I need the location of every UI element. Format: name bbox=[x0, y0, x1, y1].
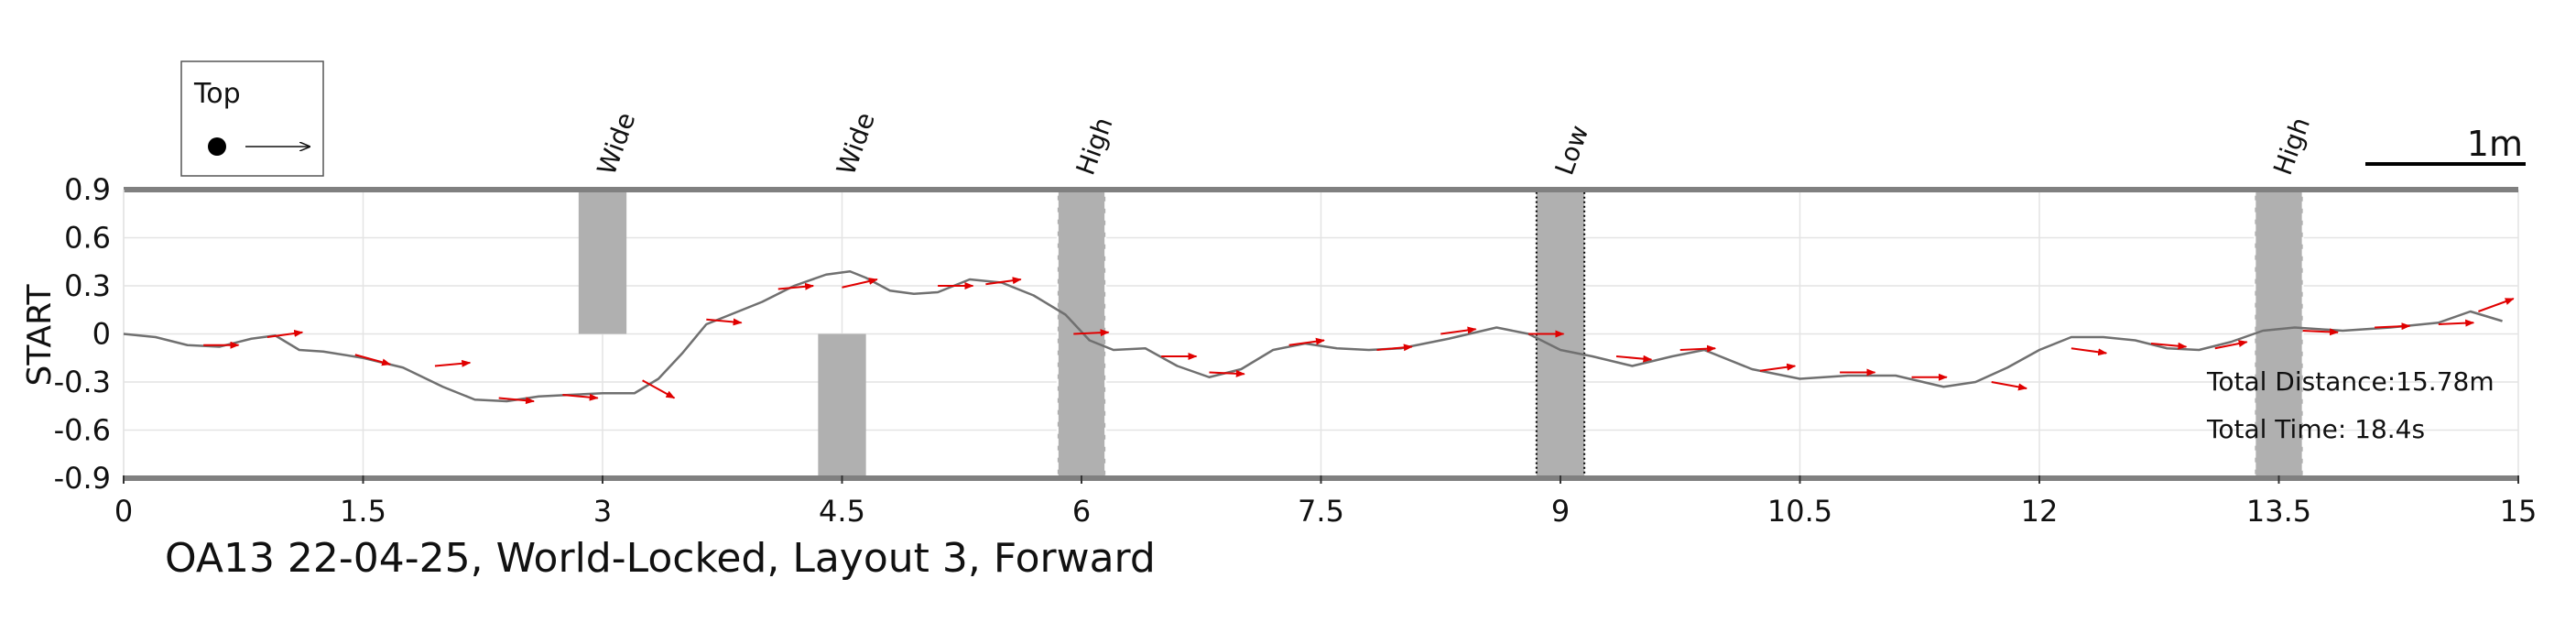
y-tick-label: -0.6 bbox=[54, 413, 111, 448]
y-axis-ticks: 0.9 0.6 0.3 0 -0.3 -0.6 -0.9 bbox=[54, 172, 111, 496]
x-tick-label: 7.5 bbox=[1298, 494, 1344, 529]
x-axis-ticks: 0 1.5 3 4.5 6 7.5 9 10.5 12 13.5 15 bbox=[114, 475, 2538, 529]
heading-arrow bbox=[1759, 363, 1797, 372]
obstacle-label: High bbox=[2267, 114, 2316, 180]
x-tick-label: 13.5 bbox=[2246, 494, 2311, 529]
obstacle-label: High bbox=[1071, 114, 1119, 180]
heading-arrow bbox=[777, 282, 815, 290]
heading-arrow bbox=[2302, 328, 2340, 336]
y-tick-label: 0.3 bbox=[64, 268, 111, 303]
heading-arrow bbox=[434, 359, 472, 367]
scale-bar: 1m bbox=[2365, 124, 2526, 166]
legend: Top bbox=[180, 60, 324, 177]
heading-arrows bbox=[203, 277, 2515, 405]
x-tick-label: 6 bbox=[1072, 494, 1091, 529]
legend-dot-icon bbox=[208, 137, 226, 156]
heading-arrow bbox=[2478, 298, 2515, 312]
x-tick-label: 15 bbox=[2500, 494, 2538, 529]
heading-arrow bbox=[1288, 337, 1325, 346]
legend-label: Top bbox=[193, 78, 241, 110]
heading-arrow bbox=[2150, 342, 2188, 350]
heading-arrow bbox=[562, 393, 599, 401]
heading-arrow bbox=[498, 397, 536, 405]
x-tick-label: 10.5 bbox=[1767, 494, 1832, 529]
legend-box bbox=[180, 60, 324, 177]
heading-arrow bbox=[2214, 340, 2248, 350]
heading-arrow bbox=[266, 330, 304, 338]
heading-arrow bbox=[1615, 355, 1653, 363]
trajectory-path bbox=[123, 270, 2503, 403]
heading-arrow bbox=[1440, 326, 1477, 335]
heading-arrow bbox=[1073, 329, 1110, 337]
heading-arrow bbox=[985, 277, 1022, 286]
y-tick-label: -0.9 bbox=[54, 461, 111, 496]
y-tick-label: -0.3 bbox=[54, 365, 111, 399]
x-tick-label: 0 bbox=[114, 494, 133, 529]
obstacle-block bbox=[578, 190, 627, 334]
heading-arrow bbox=[1679, 344, 1717, 353]
y-axis-label: START bbox=[21, 283, 59, 386]
total-time: Total Time: 18.4s bbox=[2206, 414, 2425, 444]
obstacle-label: Wide bbox=[592, 108, 642, 179]
heading-arrow bbox=[706, 318, 743, 326]
x-tick-label: 1.5 bbox=[340, 494, 386, 529]
x-tick-label: 12 bbox=[2021, 494, 2059, 529]
scale-bar-label: 1m bbox=[2467, 124, 2523, 164]
grid bbox=[123, 189, 2519, 479]
heading-arrow bbox=[2375, 322, 2411, 331]
heading-arrow bbox=[1376, 344, 1413, 352]
y-tick-label: 0 bbox=[92, 317, 111, 352]
obstacle-label: Wide bbox=[831, 108, 881, 179]
heading-arrow bbox=[842, 278, 878, 289]
y-tick-label: 0.9 bbox=[64, 172, 111, 207]
obstacle-labels: Wide Wide High Low High bbox=[592, 108, 2317, 179]
obstacle-label: Low bbox=[1549, 121, 1595, 179]
x-tick-label: 4.5 bbox=[819, 494, 865, 529]
heading-arrow bbox=[2438, 319, 2475, 327]
total-distance: Total Distance:15.78m bbox=[2206, 366, 2494, 397]
y-tick-label: 0.6 bbox=[64, 221, 111, 256]
heading-arrow bbox=[1991, 381, 2028, 391]
obstacle-block bbox=[818, 333, 866, 478]
chart-caption: OA13 22-04-25, World-Locked, Layout 3, F… bbox=[165, 535, 1156, 582]
heading-arrow bbox=[2071, 347, 2108, 356]
heading-arrow bbox=[642, 379, 676, 399]
x-tick-label: 3 bbox=[593, 494, 612, 529]
x-tick-label: 9 bbox=[1551, 494, 1570, 529]
heading-arrow bbox=[354, 354, 392, 366]
trajectory-line bbox=[123, 270, 2503, 403]
heading-arrow bbox=[1209, 369, 1245, 377]
